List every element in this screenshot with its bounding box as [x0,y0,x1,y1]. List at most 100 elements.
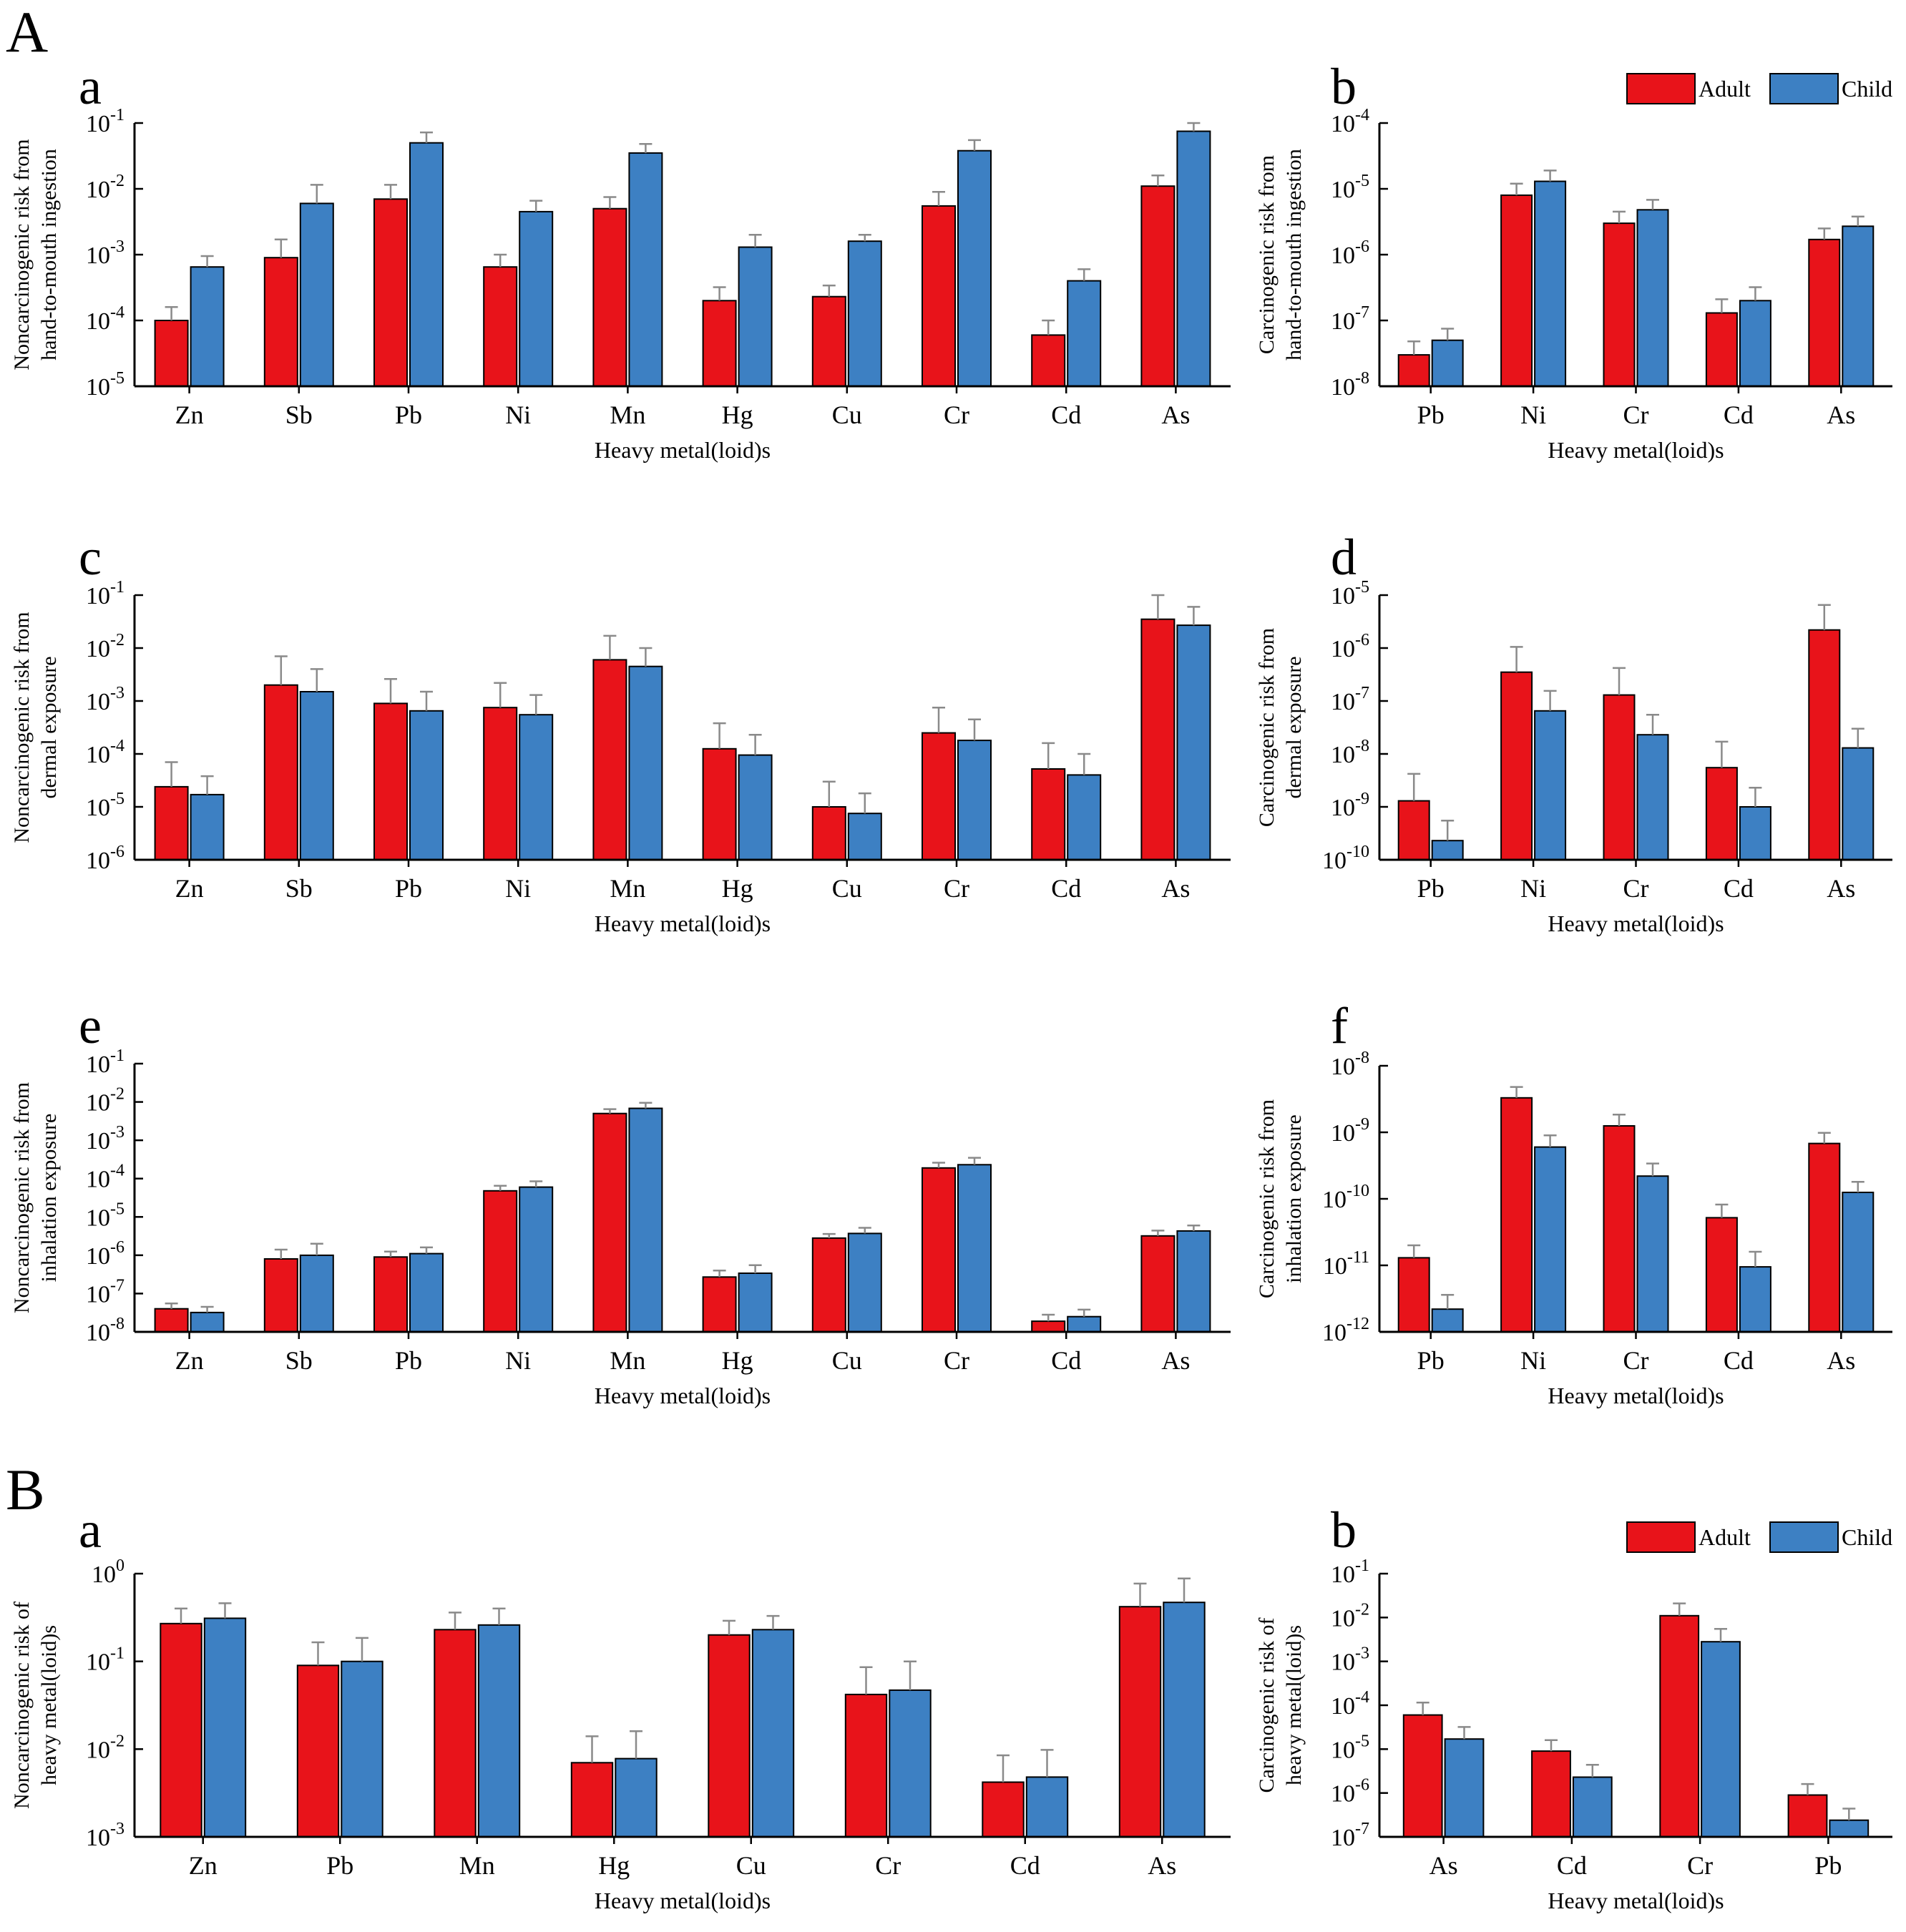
bar-adult-cr [1659,1614,1700,1838]
error-bar-adult-as [1151,1230,1165,1236]
y-tick-label: 10-9 [1331,790,1369,821]
y-axis-title: Carcinogenic risk from [1255,1099,1279,1298]
error-bar-child-ni [529,694,543,715]
error-bar-adult-pb [384,1250,397,1257]
y-tick-label: 10-8 [1331,1049,1369,1080]
bar-child-pb [1829,1819,1870,1838]
x-tick-label: Cr [875,1851,901,1880]
bar-child-cd [1572,1776,1613,1838]
x-tick-label: Ni [505,874,531,903]
error-bar-adult-cd [1715,298,1729,313]
bar-adult-cr [922,205,956,387]
error-bar-adult-pb [1407,1244,1421,1258]
x-tick-label: Cd [1051,874,1081,903]
bar-adult-mn [434,1629,476,1838]
bar-child-hg [615,1757,658,1838]
error-bar-child-mn [639,647,653,667]
bar-adult-as [1808,629,1841,860]
legend: Adult Child [1626,73,1892,104]
bar-adult-hg [702,1276,737,1333]
x-tick-label: Mn [610,401,645,429]
error-bar-adult-ni [494,682,507,708]
x-tick-label: Mn [610,1346,645,1375]
panel-b-b: b 10-7 10-6 10-5 10-4 10-3 10-2 10-1 As Cd Cr Pb Hea… [1255,1501,1892,1913]
x-tick-label: Cr [944,401,969,429]
bar-child-cr [1636,734,1669,860]
y-tick-label: 10-2 [86,1085,124,1117]
x-axis-title: Heavy metal(loid)s [1548,911,1724,936]
error-bar-adult-cr [932,1162,945,1168]
y-tick-label: 10-6 [86,843,124,874]
bar-adult-hg [570,1762,614,1838]
error-bar-adult-cd [1042,319,1055,335]
error-bar-adult-hg [713,722,726,749]
y-tick-label: 10-4 [86,1162,124,1193]
bar-child-mn [628,152,663,387]
x-axis-title: Heavy metal(loid)s [1548,1383,1724,1408]
bar-adult-mn [592,207,627,388]
x-tick-label: Zn [175,401,204,429]
y-axis-title: heavy metal(loid)s [1282,1625,1306,1785]
error-bar-adult-as [1416,1702,1430,1715]
error-bar-child-pb [1441,328,1455,340]
x-tick-label: Hg [598,1851,630,1880]
error-bar-adult-cd [1545,1739,1558,1752]
x-tick-label: Zn [189,1851,218,1880]
error-bar-adult-cu [822,1232,836,1238]
error-bar-adult-cd [1715,1203,1729,1218]
bar-adult-cr [1603,694,1636,860]
bar-adult-cu [811,1237,846,1333]
bar-adult-as [1140,1235,1176,1333]
y-tick-label: 10-1 [86,1046,124,1078]
bar-adult-mn [592,659,627,861]
bar-child-cu [847,1232,882,1333]
bar-adult-hg [702,747,737,861]
x-tick-label: Zn [175,1346,204,1375]
bar-adult-cu [811,295,846,388]
bar-adult-ni [1500,1097,1533,1333]
y-axis-title: Carcinogenic risk from [1255,628,1279,827]
y-tick-label: 10-3 [86,1820,124,1851]
error-bar-adult-cu [822,284,836,297]
x-tick-label: Mn [459,1851,495,1880]
y-axis-title: hand-to-mouth ingestion [37,149,61,361]
error-bar-adult-zn [165,761,178,787]
x-tick-label: As [1827,874,1855,903]
y-axis-title: inhalation exposure [37,1114,61,1283]
error-bar-adult-pb [1801,1783,1814,1795]
error-bar-adult-zn [165,305,178,320]
legend-swatch-adult [1626,1521,1696,1553]
error-bar-child-pb [356,1637,368,1662]
x-tick-label: As [1161,874,1190,903]
error-bar-child-cd [1040,1749,1054,1777]
x-tick-label: Hg [722,874,753,903]
error-bar-child-cd [1585,1763,1599,1777]
error-bar-child-as [1187,122,1201,132]
error-bar-adult-cd [1042,742,1055,769]
x-tick-label: Hg [722,1346,753,1375]
error-bar-child-hg [748,733,762,755]
error-bar-adult-cu [723,1619,735,1635]
y-tick-label: 10-9 [1331,1115,1369,1147]
error-bar-child-cd [1749,286,1762,301]
bar-child-cd [1067,280,1102,387]
legend-label-child: Child [1842,76,1892,102]
y-tick-label: 100 [92,1556,124,1588]
bar-adult-as [1140,618,1176,860]
error-bar-child-as [1178,1577,1191,1603]
error-bar-child-as [1457,1726,1471,1740]
panel-label: a [79,58,102,115]
section-label-a: A [6,0,48,64]
bar-child-zn [190,1311,225,1333]
bar-child-cu [847,240,882,388]
bar-child-as [1842,747,1875,860]
bar-child-ni [1534,710,1567,860]
error-bar-adult-hg [585,1735,599,1763]
x-axis-title: Heavy metal(loid)s [595,911,771,936]
error-bar-adult-mn [603,196,617,209]
y-axis-title: hand-to-mouth ingestion [1282,149,1306,361]
panel-label: d [1331,529,1357,586]
error-bar-adult-mn [603,1108,617,1114]
bar-child-hg [738,1273,773,1333]
y-tick-label: 10-8 [86,1315,124,1346]
